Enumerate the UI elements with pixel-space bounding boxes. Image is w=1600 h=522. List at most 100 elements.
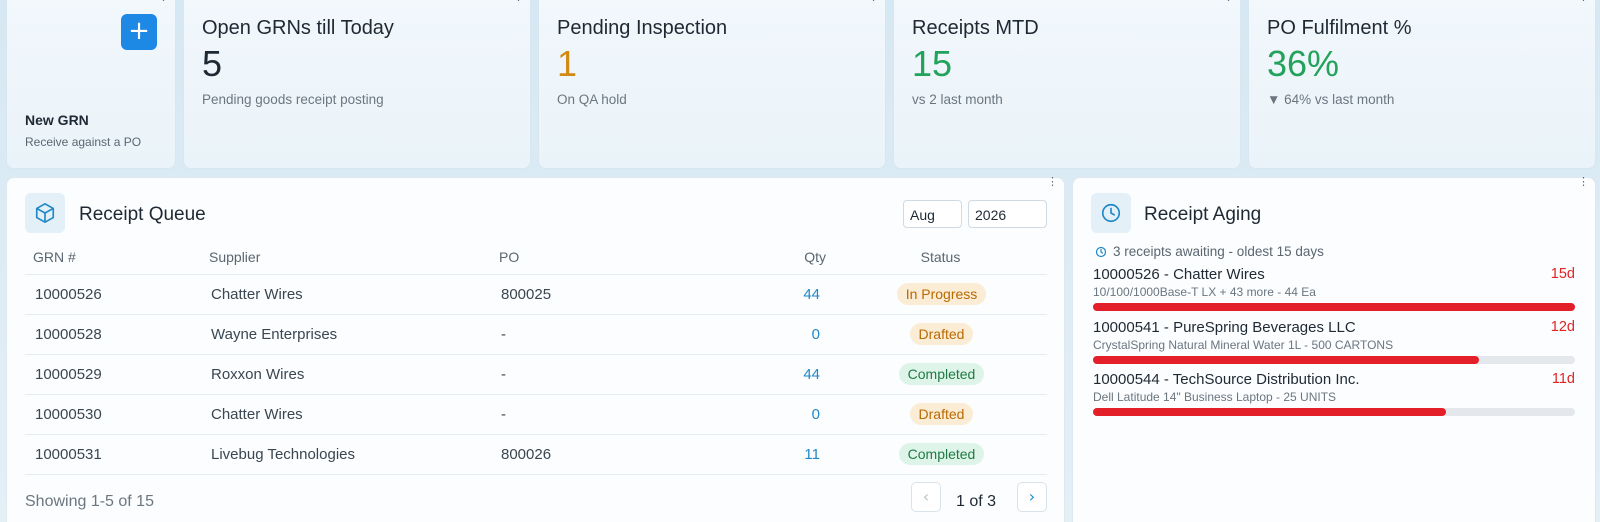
cell-po: 800026 [491, 434, 726, 475]
prev-page-button[interactable]: ‹ [911, 482, 941, 512]
cell-qty[interactable]: 11 [726, 434, 826, 475]
cell-po: - [491, 394, 726, 435]
aging-item[interactable]: 10000544 - TechSource Distribution Inc. 1… [1093, 371, 1575, 416]
more-options-icon[interactable]: ⋮ [1578, 176, 1589, 188]
clock-small-icon [1095, 246, 1107, 257]
kpi-po-fulfilment[interactable]: ⋮ PO Fulfilment % 36% ▼ 64% vs last mont… [1248, 0, 1596, 169]
kpi-sub: ▼ 64% vs last month [1267, 92, 1395, 107]
aging-item-name: 10000526 - Chatter Wires [1093, 266, 1265, 283]
aging-item-desc: 10/100/1000Base-T LX + 43 more - 44 Ea [1093, 285, 1316, 299]
add-grn-button[interactable]: + [121, 14, 157, 50]
kpi-value: 5 [202, 43, 223, 84]
kpi-receipts-mtd[interactable]: ⋮ Receipts MTD 15 vs 2 last month [893, 0, 1241, 169]
aging-item-days: 12d [1550, 319, 1575, 335]
aging-summary: 3 receipts awaiting - oldest 15 days [1095, 244, 1324, 259]
aging-item[interactable]: 10000541 - PureSpring Beverages LLC 12d Cr… [1093, 319, 1575, 364]
cell-po: - [491, 314, 726, 355]
cell-status: In Progress [826, 274, 1047, 315]
aging-item[interactable]: 10000526 - Chatter Wires 15d 10/100/1000Ba… [1093, 266, 1575, 311]
more-options-icon[interactable]: ⋮ [1047, 176, 1058, 188]
table-row[interactable]: 10000526 Chatter Wires 800025 44 In Progress [25, 274, 1047, 315]
cell-po: - [491, 354, 726, 395]
cell-supplier: Wayne Enterprises [201, 314, 491, 355]
page-indicator: 1 of 3 [956, 493, 997, 510]
col-qty[interactable]: Qty [726, 240, 826, 275]
status-badge: Drafted [909, 403, 974, 425]
status-badge: Completed [898, 443, 985, 465]
cell-qty[interactable]: 0 [726, 314, 826, 355]
aging-progress-fill [1093, 303, 1575, 311]
aging-item-desc: CrystalSpring Natural Mineral Water 1L -… [1093, 338, 1394, 352]
table-row[interactable]: 10000528 Wayne Enterprises -0 Drafted [25, 314, 1047, 355]
cell-grn: 10000529 [25, 354, 201, 395]
aging-progress-track [1093, 303, 1575, 311]
kpi-sub: On QA hold [557, 92, 627, 107]
month-select[interactable]: Aug [903, 200, 962, 228]
kpi-sub: Pending goods receipt posting [202, 92, 384, 107]
more-options-icon[interactable]: ⋮ [513, 0, 524, 3]
cell-grn: 10000530 [25, 394, 201, 435]
new-grn-sub: Receive against a PO [25, 135, 142, 149]
cell-qty[interactable]: 0 [726, 394, 826, 435]
kpi-value: 1 [557, 43, 578, 84]
aging-progress-track [1093, 408, 1575, 416]
kpi-title: PO Fulfilment % [1267, 17, 1412, 39]
new-grn-label: New GRN [25, 112, 89, 128]
status-badge: Completed [898, 363, 985, 385]
showing-count: Showing 1-5 of 15 [25, 493, 154, 510]
aging-progress-track [1093, 356, 1575, 364]
kpi-title: Pending Inspection [557, 17, 728, 39]
aging-item-desc: Dell Latitude 14" Business Laptop - 25 U… [1093, 390, 1337, 404]
col-po[interactable]: PO [491, 240, 726, 275]
cell-grn: 10000531 [25, 434, 201, 475]
aging-item-days: 11d [1551, 371, 1575, 387]
cell-supplier: Livebug Technologies [201, 434, 491, 475]
cell-status: Drafted [826, 394, 1047, 435]
next-page-button[interactable]: › [1017, 482, 1047, 512]
col-grn[interactable]: GRN # [25, 240, 201, 275]
status-badge: Drafted [909, 323, 974, 345]
more-options-icon[interactable]: ⋮ [868, 0, 879, 3]
receipt-aging-panel: ⋮ Receipt Aging 3 receipts awaiting - ol… [1072, 177, 1596, 522]
cell-status: Completed [826, 434, 1047, 475]
more-options-icon[interactable]: ⋮ [1223, 0, 1234, 3]
receipt-queue-panel: ⋮ Receipt Queue Aug 2026 GRN # Supplier … [6, 177, 1065, 522]
more-options-icon[interactable]: ⋮ [1578, 0, 1589, 3]
table-row[interactable]: 10000530 Chatter Wires -0 Drafted [25, 394, 1047, 435]
table-header-row: GRN # Supplier PO Qty Status [25, 240, 1047, 275]
kpi-title: Receipts MTD [912, 17, 1039, 39]
kpi-sub: vs 2 last month [912, 92, 1003, 107]
status-badge: In Progress [896, 283, 987, 305]
table-row[interactable]: 10000529 Roxxon Wires -44 Completed [25, 354, 1047, 395]
kpi-value: 15 [912, 43, 953, 84]
box-icon [25, 193, 65, 233]
more-options-icon[interactable]: ⋮ [158, 0, 169, 3]
col-supplier[interactable]: Supplier [201, 240, 491, 275]
cell-grn: 10000528 [25, 314, 201, 355]
aging-progress-fill [1093, 356, 1479, 364]
cell-supplier: Chatter Wires [201, 274, 491, 315]
year-select[interactable]: 2026 [968, 200, 1047, 228]
cell-status: Completed [826, 354, 1047, 395]
cell-status: Drafted [826, 314, 1047, 355]
receipt-queue-table: GRN # Supplier PO Qty Status 10000526 Cha… [25, 240, 1047, 475]
cell-qty[interactable]: 44 [726, 354, 826, 395]
aging-item-days: 15d [1550, 266, 1575, 282]
aging-progress-fill [1093, 408, 1447, 416]
panel-title: Receipt Aging [1144, 204, 1262, 225]
clock-icon [1091, 193, 1131, 233]
col-status[interactable]: Status [826, 240, 1047, 275]
cell-supplier: Roxxon Wires [201, 354, 491, 395]
new-grn-card[interactable]: ⋮ + New GRN Receive against a PO [6, 0, 176, 169]
aging-item-name: 10000544 - TechSource Distribution Inc. [1093, 371, 1360, 388]
kpi-title: Open GRNs till Today [202, 17, 394, 39]
table-row[interactable]: 10000531 Livebug Technologies 800026 11 Comp… [25, 434, 1047, 475]
cell-grn: 10000526 [25, 274, 201, 315]
cell-qty[interactable]: 44 [726, 274, 826, 315]
cell-supplier: Chatter Wires [201, 394, 491, 435]
aging-summary-text: 3 receipts awaiting - oldest 15 days [1113, 244, 1324, 259]
kpi-open-grns[interactable]: ⋮ Open GRNs till Today 5 Pending goods r… [183, 0, 531, 169]
kpi-value: 36% [1267, 43, 1340, 84]
aging-item-name: 10000541 - PureSpring Beverages LLC [1093, 319, 1356, 336]
kpi-pending-inspection[interactable]: ⋮ Pending Inspection 1 On QA hold [538, 0, 886, 169]
